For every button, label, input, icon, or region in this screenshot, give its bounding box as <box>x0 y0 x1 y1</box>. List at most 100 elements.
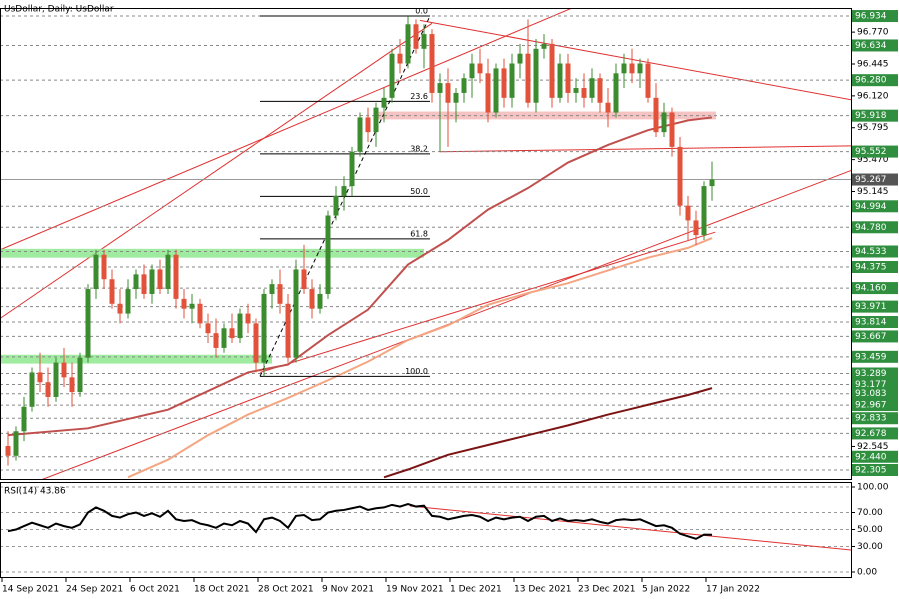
candle-body <box>565 63 571 93</box>
level-label: 96.934 <box>855 12 887 22</box>
rsi-line <box>7 502 713 540</box>
candle-body <box>181 298 187 309</box>
candle-body <box>509 63 515 98</box>
x-tick-label: 28 Oct 2021 <box>258 585 314 595</box>
level-label-bg <box>852 74 898 87</box>
candle-body <box>293 269 299 358</box>
chart-title: UsDollar, Daily: UsDollar <box>4 5 114 15</box>
candle-body <box>229 328 235 339</box>
candle-body <box>77 357 83 393</box>
fib-label: 0.0 <box>415 7 428 16</box>
level-label: 94.994 <box>855 202 887 212</box>
x-tick-label: 1 Dec 2021 <box>450 585 502 595</box>
fib-label: 38.2 <box>410 144 428 153</box>
candle-body <box>645 63 651 98</box>
level-label-bg <box>852 109 898 122</box>
candle-body <box>245 313 251 324</box>
candle-body <box>501 68 507 98</box>
fib-label: 100.0 <box>405 367 428 376</box>
y-tick-label: 95.795 <box>857 123 889 133</box>
candle-body <box>149 269 155 294</box>
candle-body <box>637 63 643 74</box>
y-tick-label: 70.00 <box>857 508 883 518</box>
candle-body <box>429 34 435 93</box>
candle-body <box>221 328 227 348</box>
trend-line <box>439 145 851 153</box>
candle-body <box>381 97 387 108</box>
x-tick-label: 19 Nov 2021 <box>386 585 444 595</box>
candle-body <box>389 53 395 98</box>
candle-body <box>605 102 611 113</box>
level-label: 93.177 <box>855 380 887 390</box>
level-label: 92.967 <box>855 401 887 411</box>
candle-body <box>45 382 51 397</box>
candle-body <box>533 48 539 103</box>
main-plot: 0.0 23.6 38.2 50.0 61.8 100.0 <box>1 7 851 479</box>
candle-body <box>317 293 323 309</box>
x-tick-label: 17 Jan 2022 <box>706 585 760 595</box>
y-tick-label: 50.00 <box>857 525 883 535</box>
candle-body <box>253 323 259 363</box>
candle-body <box>21 406 27 432</box>
candle-body <box>157 269 163 290</box>
level-label: 92.678 <box>855 429 887 439</box>
y-tick-label: 30.00 <box>857 542 883 552</box>
level-label-bg <box>852 330 898 343</box>
candle-body <box>557 63 563 98</box>
level-label-bg <box>852 378 898 391</box>
candle-body <box>525 53 531 103</box>
x-tick-label: 6 Oct 2021 <box>130 585 180 595</box>
candle-body <box>325 215 331 294</box>
level-label-bg <box>852 399 898 412</box>
level-label-bg <box>852 350 898 363</box>
zone <box>1 248 424 258</box>
level-label: 93.459 <box>855 352 887 362</box>
candle-body <box>309 289 315 309</box>
candle-body <box>301 269 307 290</box>
x-tick-label: 24 Sep 2021 <box>66 585 123 595</box>
level-label: 92.440 <box>855 452 887 462</box>
candle-body <box>589 78 595 98</box>
level-label-bg <box>852 412 898 425</box>
trend-line <box>259 231 716 373</box>
level-label: 95.918 <box>855 111 887 121</box>
candle-body <box>213 333 219 348</box>
candle-body <box>117 303 123 314</box>
candle-body <box>277 284 283 304</box>
rsi-title: RSI(14) 43.86 <box>4 487 66 497</box>
level-label-bg <box>852 463 898 476</box>
level-label-bg <box>852 300 898 313</box>
candle-body <box>445 83 451 103</box>
x-tick-label: 9 Nov 2021 <box>322 585 374 595</box>
candle-body <box>373 107 379 133</box>
trend-line <box>1 22 433 319</box>
moving-average <box>7 116 713 437</box>
level-label-bg <box>852 450 898 463</box>
level-label: 93.083 <box>855 389 887 399</box>
level-label: 96.280 <box>855 76 887 86</box>
candle-body <box>189 303 195 309</box>
level-label: 94.533 <box>855 247 887 257</box>
level-label-bg <box>852 200 898 213</box>
candle-body <box>285 303 291 358</box>
candle-body <box>205 323 211 334</box>
level-label-bg <box>852 316 898 329</box>
candle-body <box>109 279 115 304</box>
trend-line <box>419 19 851 101</box>
fib-label: 23.6 <box>410 92 428 101</box>
trend-line <box>409 505 851 551</box>
candle-body <box>29 372 35 407</box>
candle-body <box>13 431 19 456</box>
current-price-bg <box>852 173 898 186</box>
candle-body <box>125 289 131 314</box>
y-tick-label: 96.445 <box>857 59 889 69</box>
x-tick-label: 14 Sep 2021 <box>2 585 59 595</box>
rsi-plot <box>1 486 851 573</box>
level-label: 94.375 <box>855 262 887 272</box>
level-label-bg <box>852 10 898 23</box>
moving-average <box>383 387 713 479</box>
candle-body <box>709 179 715 187</box>
candle-body <box>53 362 59 397</box>
candle-body <box>69 377 75 393</box>
candle-body <box>133 274 139 290</box>
